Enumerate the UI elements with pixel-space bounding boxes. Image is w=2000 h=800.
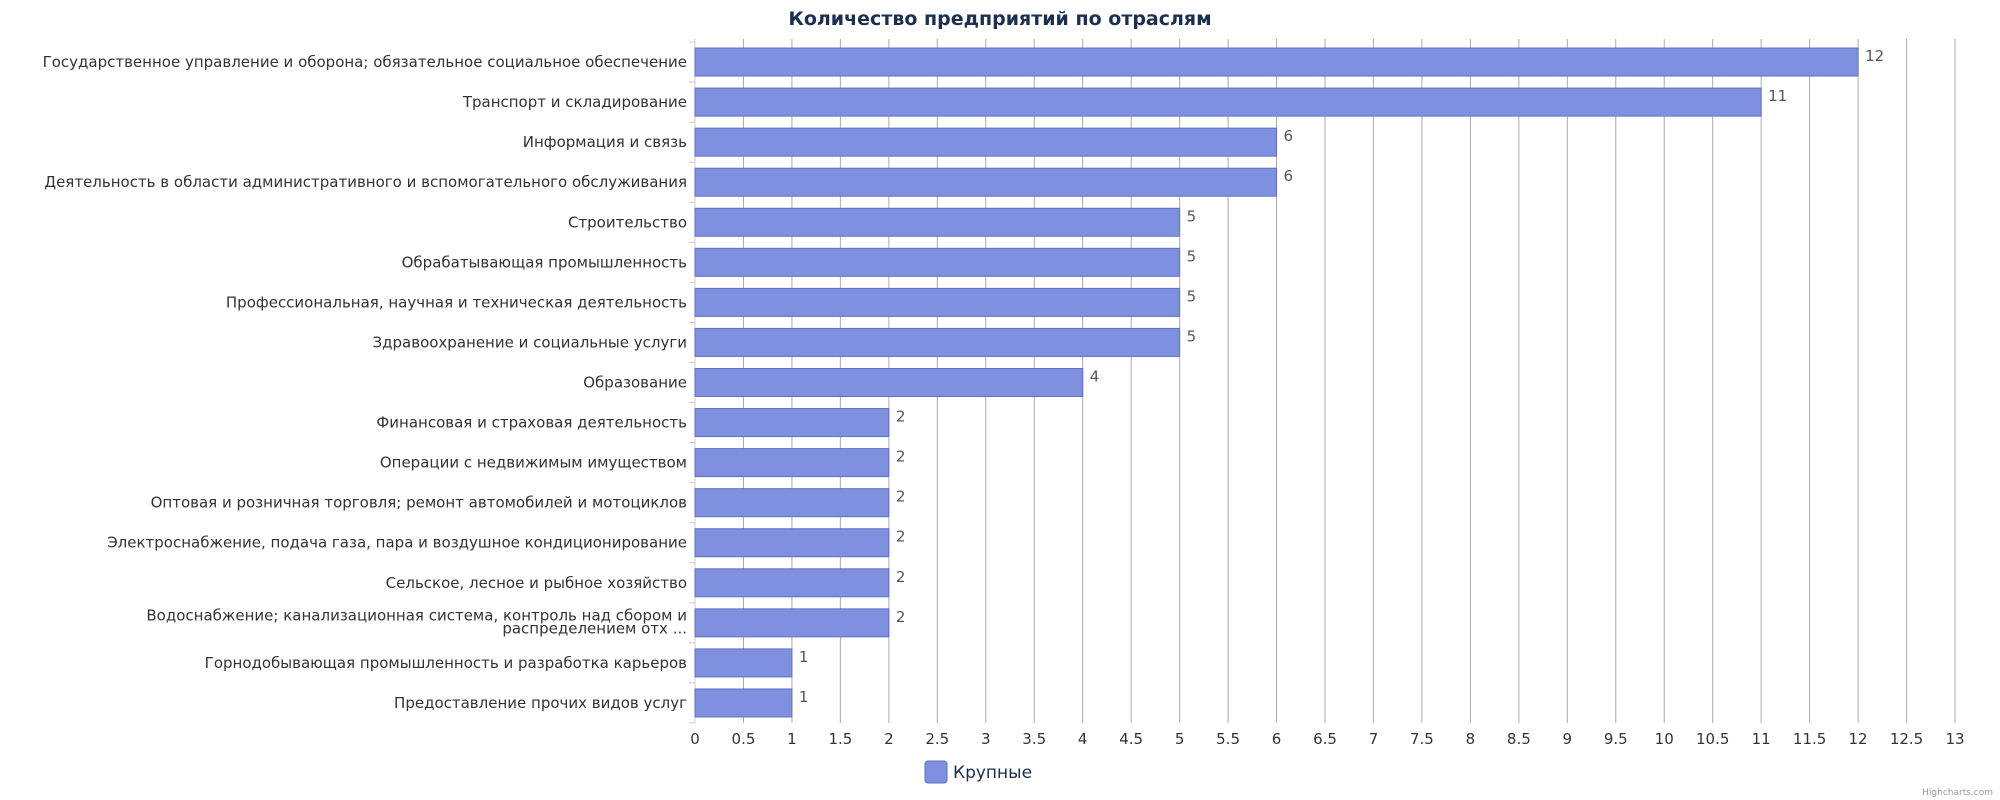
bar[interactable]	[694, 207, 1181, 237]
data-label: 5	[1187, 327, 1197, 345]
data-label: 6	[1284, 167, 1294, 185]
x-tick-label: 8.5	[1507, 730, 1531, 748]
x-tick-label: 3.5	[1022, 730, 1046, 748]
bar[interactable]	[694, 448, 890, 478]
category-label: Сельское, лесное и рыбное хозяйство	[386, 574, 687, 592]
x-tick-label: 4.5	[1119, 730, 1143, 748]
bar[interactable]	[694, 568, 890, 598]
category-label: Образование	[583, 374, 687, 392]
x-tick-label: 5.5	[1216, 730, 1240, 748]
legend-label[interactable]: Крупные	[953, 763, 1032, 783]
bar[interactable]	[694, 287, 1181, 317]
category-label: Предоставление прочих видов услуг	[394, 694, 687, 712]
x-tick-label: 1	[787, 730, 797, 748]
bar[interactable]	[694, 528, 890, 558]
x-tick-label: 12	[1849, 730, 1868, 748]
category-label: Обрабатывающая промышленность	[402, 253, 687, 271]
x-tick-label: 6	[1272, 730, 1282, 748]
category-label: Оптовая и розничная торговля; ремонт авт…	[151, 494, 687, 512]
chart-title: Количество предприятий по отраслям	[788, 8, 1211, 30]
x-tick-label: 11.5	[1793, 730, 1826, 748]
x-tick-label: 2	[884, 730, 894, 748]
x-tick-label: 13	[1945, 730, 1964, 748]
bar[interactable]	[694, 648, 793, 678]
data-label: 4	[1090, 368, 1100, 386]
category-label: Профессиональная, научная и техническая …	[226, 293, 687, 311]
category-label: Государственное управление и оборона; об…	[43, 53, 687, 71]
bars	[694, 47, 1859, 718]
data-label: 2	[896, 488, 906, 506]
x-tick-label: 8	[1466, 730, 1476, 748]
x-tick-label: 0.5	[732, 730, 756, 748]
x-tick-label: 3	[981, 730, 991, 748]
x-tick-label: 1.5	[828, 730, 852, 748]
bar[interactable]	[694, 608, 890, 638]
data-label: 5	[1187, 207, 1197, 225]
bar[interactable]	[694, 408, 890, 438]
bar[interactable]	[694, 327, 1181, 357]
category-label: Деятельность в области административного…	[44, 173, 687, 191]
data-label: 2	[896, 568, 906, 586]
x-tick-label: 2.5	[925, 730, 949, 748]
x-tick-label: 11	[1752, 730, 1771, 748]
data-label: 6	[1284, 127, 1294, 145]
legend[interactable]: Крупные	[924, 760, 1032, 784]
bar[interactable]	[694, 488, 890, 518]
bar[interactable]	[694, 247, 1181, 277]
data-label: 2	[896, 408, 906, 426]
category-axis-labels: Государственное управление и оборона; об…	[43, 53, 688, 712]
bar[interactable]	[694, 87, 1762, 117]
credits-link[interactable]: Highcharts.com	[1922, 788, 1993, 798]
value-axis-tick-labels: 0 0.5 1 1.5 2 2.5 3 3.5 4 4.5 5 5.5 6 6.5 7 7.5 8 8.5 9 9.5…	[690, 730, 1964, 748]
data-label: 2	[896, 528, 906, 546]
x-tick-label: 6.5	[1313, 730, 1337, 748]
x-tick-label: 12.5	[1890, 730, 1923, 748]
data-label: 11	[1768, 87, 1787, 105]
category-label: Строительство	[568, 213, 687, 231]
category-label: Здравоохранение и социальные услуги	[373, 333, 687, 351]
bar[interactable]	[694, 167, 1278, 197]
data-label: 1	[799, 688, 809, 706]
category-label: Информация и связь	[523, 133, 687, 151]
x-tick-label: 4	[1078, 730, 1088, 748]
data-label: 1	[799, 648, 809, 666]
x-tick-label: 9.5	[1604, 730, 1628, 748]
data-label: 2	[896, 448, 906, 466]
x-tick-label: 7.5	[1410, 730, 1434, 748]
data-label: 5	[1187, 247, 1197, 265]
category-label: Электроснабжение, подача газа, пара и во…	[107, 534, 687, 552]
x-tick-label: 10	[1655, 730, 1674, 748]
category-label-line: распределением отх ...	[502, 619, 687, 637]
category-label: Операции с недвижимым имуществом	[380, 454, 687, 472]
category-label: Транспорт и складирование	[462, 93, 687, 111]
x-tick-label: 5	[1175, 730, 1185, 748]
data-label: 5	[1187, 287, 1197, 305]
x-tick-label: 0	[690, 730, 700, 748]
category-label: Горнодобывающая промышленность и разрабо…	[205, 654, 687, 672]
category-label: Водоснабжение; канализационная система, …	[146, 606, 687, 637]
bar[interactable]	[694, 688, 793, 718]
data-label: 2	[896, 608, 906, 626]
bar[interactable]	[694, 127, 1278, 157]
x-tick-label: 7	[1369, 730, 1379, 748]
category-label-line: Водоснабжение; канализационная система, …	[146, 606, 687, 624]
x-tick-label: 9	[1563, 730, 1573, 748]
data-label: 12	[1865, 47, 1884, 65]
category-label: Финансовая и страховая деятельность	[376, 414, 687, 432]
legend-swatch[interactable]	[924, 760, 948, 784]
bar[interactable]	[694, 47, 1859, 77]
x-tick-label: 10.5	[1696, 730, 1729, 748]
bar[interactable]	[694, 368, 1084, 397]
